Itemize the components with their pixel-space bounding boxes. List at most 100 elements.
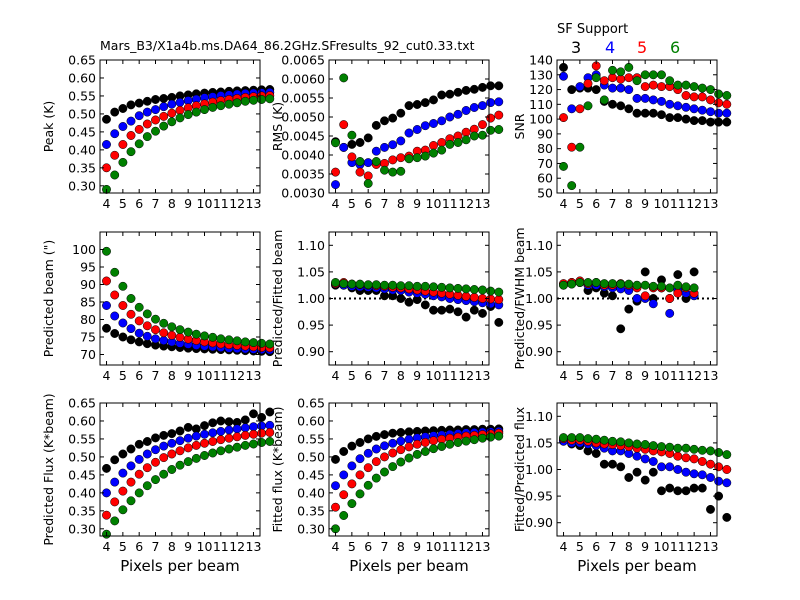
series-5 [331,428,504,512]
x-tick-label: 7 [152,539,160,554]
data-point [453,438,463,447]
data-point [689,116,699,126]
data-point [648,281,658,291]
data-point [118,505,128,515]
x-tick-label: 6 [364,368,372,383]
data-point [665,113,675,123]
x-tick-label: 5 [576,196,584,211]
x-tick-label: 11 [670,539,686,554]
y-tick-label: 0.65 [297,396,325,411]
data-point [591,449,601,458]
data-point [208,102,218,112]
data-point [404,453,414,463]
data-point [608,65,617,75]
data-point [616,279,626,289]
data-point [478,101,487,111]
data-point [689,82,699,92]
data-point [257,438,267,447]
data-point [347,139,357,149]
panel-6: 4 5 6 7 8 9 10 11 12 13 0.90 0.95 1.00 1.05 1.10Predic… [512,227,718,383]
data-point [175,113,185,123]
x-tick-label: 11 [442,196,458,211]
data-point [640,280,650,290]
data-point [583,79,593,89]
data-point [216,334,226,344]
data-point [632,467,642,477]
data-point [396,153,406,163]
x-tick-label: 4 [332,196,340,211]
data-point [396,428,406,437]
data-point [567,279,577,289]
data-point [347,279,357,289]
data-point [673,80,683,90]
data-point [567,85,577,95]
data-point [583,101,593,111]
data-point [249,439,258,449]
data-point [257,95,267,104]
data-point [706,459,715,469]
x-tick-label: 11 [670,368,686,383]
data-point [599,76,609,86]
data-point [159,453,169,463]
x-tick-label: 5 [119,368,127,383]
data-point [159,328,169,338]
data-point [681,91,691,100]
data-point [632,439,642,449]
data-point [437,305,447,315]
data-point [461,312,471,322]
data-point [240,337,250,347]
y-tick-label: 0.65 [68,396,96,411]
data-point [232,432,242,442]
data-point [134,454,144,464]
data-point [331,454,340,464]
data-point [396,445,406,455]
data-point [404,101,414,111]
data-point [118,281,128,291]
data-point [126,100,136,110]
data-point [494,81,504,91]
y-tick-label: 60 [537,171,553,186]
x-axis-label: Pixels per beam [577,557,697,575]
data-point [175,105,185,115]
axes-frame [328,59,490,194]
x-tick-label: 4 [103,368,111,383]
data-point [208,418,218,428]
data-point [478,308,487,318]
data-point [191,107,201,117]
y-tick-label: 1.05 [297,264,325,279]
data-point [714,108,724,118]
x-tick-label: 4 [560,368,568,383]
y-tick-label: 0.50 [68,449,96,464]
data-point [632,93,642,103]
y-tick-label: 0.35 [68,160,96,175]
data-point [420,98,430,108]
data-point [355,279,365,289]
y-tick-label: 0.0055 [281,91,325,106]
data-point [126,147,136,157]
data-point [559,161,568,171]
y-axis-label: RMS (K) [270,102,285,151]
data-point [159,102,169,112]
data-point [134,139,144,149]
data-point [224,417,234,427]
y-tick-label: 1.10 [297,238,325,253]
data-point [363,448,373,458]
y-tick-label: 100 [529,112,553,127]
data-point [420,438,430,447]
data-point [331,180,340,190]
data-point [265,437,275,446]
data-point [437,145,447,155]
data-point [371,280,381,290]
data-point [599,459,609,469]
data-point [608,83,617,93]
y-tick-label: 0.90 [525,344,553,359]
data-point [396,457,406,467]
y-tick-label: 0.40 [297,485,325,500]
data-point [567,104,577,114]
data-point [126,496,136,506]
data-point [445,112,455,122]
data-point [453,283,463,293]
panel-7: 4 5 6 7 8 9 10 11 12 13 0.30 0.35 0.40 0.45 0.50 0.55 0.… [41,393,275,575]
data-point [102,510,111,520]
x-tick-label: 9 [184,368,192,383]
